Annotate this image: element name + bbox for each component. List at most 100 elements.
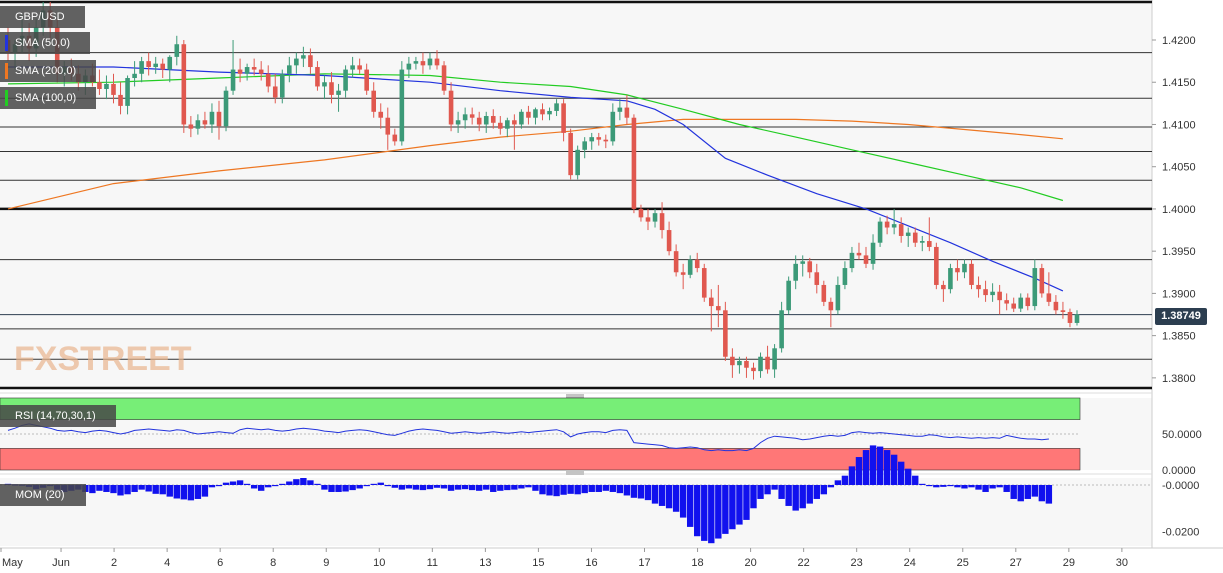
candle-body bbox=[427, 58, 433, 66]
rsi-label: RSI (14,70,30,1) bbox=[15, 410, 96, 422]
candle-body bbox=[976, 284, 981, 290]
candle-body bbox=[765, 356, 770, 370]
candle-body bbox=[730, 356, 735, 366]
candle bbox=[786, 276, 791, 315]
mom-bar bbox=[658, 484, 666, 506]
mom-bar bbox=[743, 484, 750, 520]
candle bbox=[807, 257, 813, 279]
candle bbox=[603, 134, 609, 149]
mom-bar bbox=[272, 484, 279, 487]
candle-body bbox=[188, 124, 194, 129]
mom-bar bbox=[651, 484, 659, 504]
symbol-label[interactable]: GBP/USD bbox=[0, 6, 85, 28]
candle bbox=[1018, 293, 1024, 312]
rsi-legend[interactable]: RSI (14,70,30,1) bbox=[0, 405, 116, 427]
candle-body bbox=[167, 56, 173, 70]
y-tick-label: 1.4100 bbox=[1162, 119, 1196, 131]
candle bbox=[1004, 293, 1009, 311]
mom-bar bbox=[110, 484, 117, 494]
candle bbox=[814, 263, 820, 294]
mom-bar bbox=[729, 484, 736, 530]
candle-body bbox=[891, 224, 897, 228]
mom-bar bbox=[222, 482, 230, 485]
candle bbox=[708, 289, 714, 332]
candle bbox=[666, 221, 672, 256]
candle-body bbox=[568, 132, 573, 176]
candle bbox=[638, 204, 644, 222]
candle bbox=[884, 215, 890, 235]
sma100-legend[interactable]: SMA (100,0) bbox=[0, 87, 96, 109]
candle-body bbox=[378, 111, 384, 118]
candle-body bbox=[694, 259, 700, 269]
candle bbox=[751, 362, 756, 380]
candle-body bbox=[483, 116, 489, 125]
candle bbox=[631, 114, 637, 214]
candle-body bbox=[258, 69, 264, 74]
candle bbox=[561, 99, 566, 142]
candle bbox=[976, 276, 981, 298]
candle-body bbox=[420, 61, 426, 66]
mom-bar bbox=[166, 484, 173, 497]
mom-bar bbox=[862, 450, 870, 485]
candle bbox=[441, 61, 447, 95]
candle-body bbox=[856, 252, 862, 256]
y-tick-label: 1.4000 bbox=[1162, 204, 1196, 216]
candle-body bbox=[308, 55, 313, 68]
candle bbox=[575, 145, 580, 180]
candle bbox=[779, 301, 784, 353]
mom-bar bbox=[370, 483, 377, 485]
candle-body bbox=[596, 137, 602, 140]
candle-body bbox=[870, 242, 876, 264]
candle bbox=[483, 111, 489, 133]
mom-bar bbox=[384, 484, 391, 487]
splitter-handle[interactable] bbox=[566, 471, 584, 475]
candle bbox=[364, 63, 369, 95]
candle-body bbox=[919, 241, 925, 243]
mom-bar bbox=[300, 478, 307, 485]
mom-legend[interactable]: MOM (20) bbox=[0, 484, 86, 506]
mom-bar bbox=[883, 450, 891, 485]
candle bbox=[983, 280, 988, 302]
mom-bar bbox=[265, 484, 272, 488]
x-tick-label: 20 bbox=[744, 557, 756, 569]
candle-body bbox=[927, 241, 932, 247]
candle bbox=[540, 103, 545, 121]
rsi-overbought-zone bbox=[0, 397, 1081, 420]
candle-body bbox=[146, 61, 151, 68]
mom-bar bbox=[968, 484, 975, 488]
mom-bar bbox=[715, 484, 722, 539]
candle-body bbox=[758, 356, 763, 372]
candle-body bbox=[934, 246, 939, 285]
sma200-legend[interactable]: SMA (200,0) bbox=[0, 60, 96, 82]
candle-body bbox=[547, 110, 552, 115]
candle-body bbox=[294, 58, 299, 66]
sma50-legend[interactable]: SMA (50,0) bbox=[0, 32, 90, 54]
candle-body bbox=[512, 120, 517, 125]
candle-body bbox=[279, 73, 285, 98]
mom-bar bbox=[771, 484, 778, 490]
candle bbox=[533, 107, 538, 125]
candle-body bbox=[645, 217, 651, 222]
candle-body bbox=[160, 63, 166, 70]
candle bbox=[554, 99, 559, 117]
candle-body bbox=[997, 291, 1002, 301]
candle bbox=[716, 284, 721, 328]
candle bbox=[919, 235, 925, 252]
mom-bar bbox=[961, 484, 968, 489]
candle bbox=[104, 75, 109, 100]
candle bbox=[329, 72, 334, 104]
mom-bar bbox=[581, 484, 588, 494]
candle-body bbox=[701, 268, 707, 298]
mom-bar bbox=[912, 475, 919, 485]
candle-body bbox=[666, 230, 672, 252]
candle-body bbox=[533, 109, 538, 118]
candle-body bbox=[1018, 297, 1024, 309]
candle bbox=[490, 109, 496, 129]
candle-body bbox=[315, 67, 320, 87]
candle bbox=[139, 56, 144, 83]
candle-body bbox=[842, 268, 848, 285]
splitter-handle[interactable] bbox=[566, 394, 584, 398]
mom-bar bbox=[1024, 484, 1031, 499]
candle bbox=[898, 217, 904, 243]
